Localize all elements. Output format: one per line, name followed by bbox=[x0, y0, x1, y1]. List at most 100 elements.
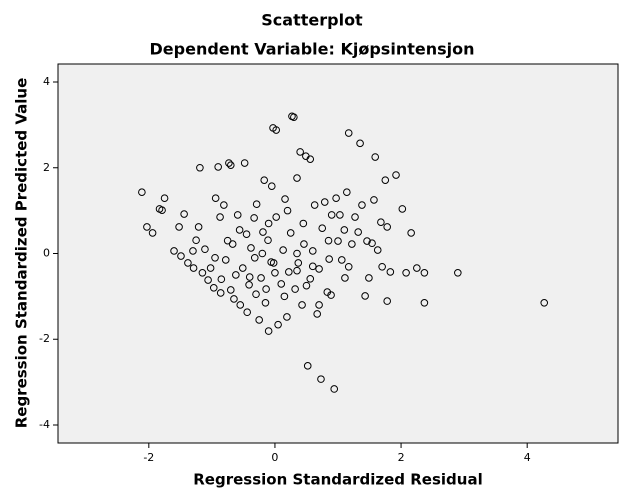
point bbox=[160, 194, 169, 202]
point bbox=[262, 285, 270, 293]
y-tick-label: -2 bbox=[39, 332, 50, 345]
point bbox=[407, 229, 415, 237]
point bbox=[317, 375, 325, 383]
point bbox=[351, 213, 359, 221]
point bbox=[344, 262, 353, 271]
point bbox=[240, 159, 249, 167]
point bbox=[348, 240, 356, 248]
point bbox=[373, 246, 382, 254]
x-tick-label: 2 bbox=[398, 451, 405, 464]
point bbox=[223, 236, 232, 245]
point bbox=[272, 213, 280, 221]
point bbox=[196, 163, 204, 172]
point bbox=[303, 362, 312, 370]
point bbox=[230, 295, 238, 303]
y-tick-label: -4 bbox=[39, 418, 50, 431]
point bbox=[198, 268, 207, 277]
point bbox=[358, 201, 366, 209]
point bbox=[238, 264, 247, 272]
point bbox=[250, 253, 259, 262]
point bbox=[143, 223, 151, 231]
point bbox=[267, 182, 276, 190]
point bbox=[264, 219, 273, 228]
point bbox=[302, 281, 311, 290]
point bbox=[327, 291, 335, 299]
point bbox=[315, 265, 323, 273]
chart-title: Scatterplot bbox=[261, 11, 363, 30]
point bbox=[274, 320, 282, 329]
point bbox=[177, 252, 185, 260]
point bbox=[250, 214, 258, 222]
point bbox=[402, 268, 410, 277]
point bbox=[245, 280, 253, 289]
point bbox=[383, 223, 391, 231]
point bbox=[291, 285, 299, 293]
point bbox=[233, 211, 242, 219]
point bbox=[310, 201, 319, 209]
point bbox=[192, 236, 200, 245]
point bbox=[261, 299, 270, 307]
chart-subtitle: Dependent Variable: Kjøpsintensjon bbox=[150, 40, 475, 59]
point bbox=[377, 218, 385, 227]
point bbox=[325, 255, 333, 263]
point bbox=[252, 290, 260, 299]
point bbox=[386, 268, 395, 276]
point bbox=[285, 268, 293, 276]
point bbox=[158, 206, 166, 214]
point bbox=[264, 236, 272, 245]
point bbox=[383, 297, 391, 305]
point bbox=[184, 259, 192, 267]
point bbox=[226, 161, 235, 169]
point bbox=[180, 210, 188, 218]
point bbox=[236, 301, 245, 309]
point bbox=[378, 262, 386, 271]
point bbox=[324, 236, 333, 245]
point bbox=[217, 275, 226, 284]
point bbox=[420, 268, 429, 277]
point bbox=[361, 292, 369, 300]
point bbox=[271, 268, 279, 277]
point bbox=[175, 223, 183, 231]
point bbox=[398, 205, 407, 213]
point bbox=[293, 266, 301, 275]
point bbox=[344, 129, 353, 137]
point bbox=[371, 153, 380, 161]
y-tick-label: 4 bbox=[43, 75, 50, 88]
point bbox=[327, 211, 336, 219]
point bbox=[257, 274, 265, 282]
plot-area bbox=[57, 63, 619, 444]
point bbox=[318, 224, 327, 233]
point bbox=[294, 259, 303, 267]
point bbox=[281, 195, 289, 203]
point bbox=[454, 268, 462, 277]
point bbox=[293, 174, 301, 182]
point bbox=[381, 176, 390, 184]
point bbox=[194, 223, 203, 231]
point bbox=[330, 385, 339, 393]
point bbox=[299, 219, 308, 228]
point bbox=[320, 198, 329, 206]
point bbox=[306, 155, 315, 163]
point bbox=[343, 188, 351, 196]
point bbox=[363, 237, 371, 245]
point bbox=[243, 308, 251, 317]
point bbox=[228, 240, 237, 248]
x-tick-label: -2 bbox=[143, 451, 154, 464]
point bbox=[308, 247, 317, 255]
point bbox=[336, 211, 344, 219]
point bbox=[306, 274, 315, 283]
point bbox=[148, 229, 157, 237]
point bbox=[211, 253, 219, 262]
point bbox=[296, 148, 304, 156]
point bbox=[300, 240, 308, 248]
point bbox=[269, 259, 278, 267]
point bbox=[315, 301, 323, 309]
point bbox=[413, 264, 421, 272]
point bbox=[340, 226, 349, 234]
point bbox=[264, 327, 273, 335]
x-tick-label: 0 bbox=[271, 451, 278, 464]
point bbox=[247, 244, 255, 252]
point bbox=[206, 264, 215, 272]
point bbox=[211, 194, 220, 202]
point bbox=[298, 301, 306, 309]
